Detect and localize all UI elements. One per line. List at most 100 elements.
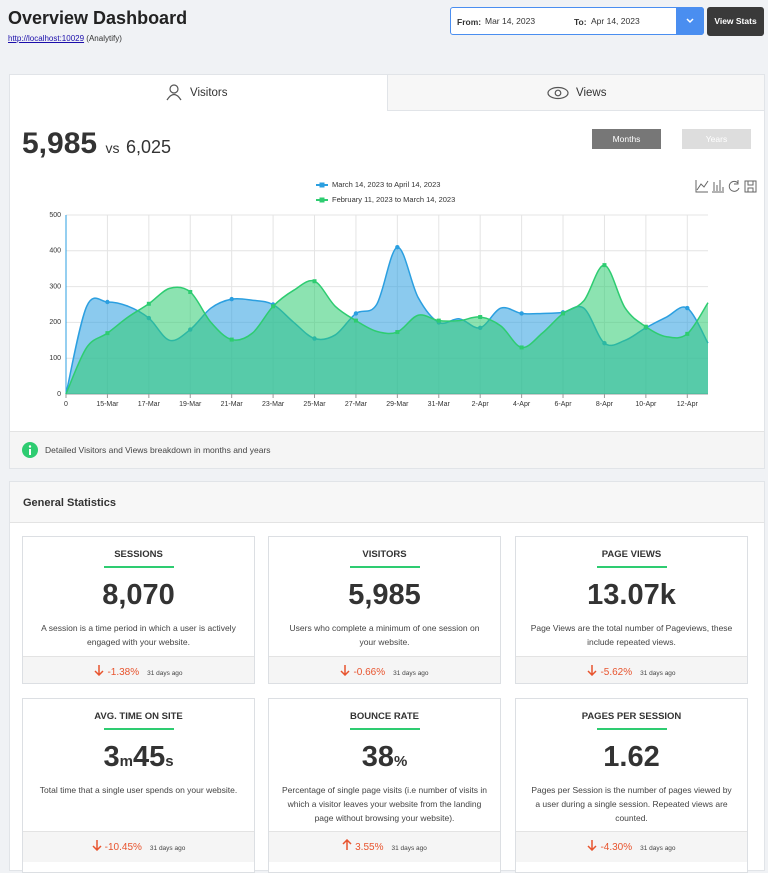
point bbox=[271, 304, 276, 309]
trend-arrow bbox=[587, 665, 597, 677]
card-value: 13.07k bbox=[516, 579, 747, 612]
summary: 5,985 vs 6,025 bbox=[22, 127, 171, 161]
date-dropdown[interactable] bbox=[676, 7, 704, 35]
card-underline bbox=[350, 566, 420, 568]
months-button[interactable]: Months bbox=[592, 129, 661, 149]
card-footer: -0.66% 31 days ago bbox=[269, 656, 500, 683]
card-underline bbox=[104, 566, 174, 568]
card-underline bbox=[597, 566, 667, 568]
card-description: Users who complete a minimum of one sess… bbox=[289, 623, 480, 647]
y-tick-label: 0 bbox=[57, 391, 61, 398]
card-footer: -4.30% 31 days ago bbox=[516, 831, 747, 862]
chart-toolbar bbox=[695, 180, 757, 193]
card-underline bbox=[597, 728, 667, 730]
stat-card: VISITORS 5,985 Users who complete a minimu… bbox=[268, 536, 501, 684]
info-bar: Detailed Visitors and Views breakdown in… bbox=[10, 431, 764, 468]
value-part: 5,985 bbox=[348, 579, 421, 611]
years-button[interactable]: Years bbox=[682, 129, 751, 149]
card-title: BOUNCE RATE bbox=[350, 711, 419, 722]
card-title: AVG. TIME ON SITE bbox=[94, 711, 183, 722]
y-tick-label: 400 bbox=[49, 248, 61, 255]
point bbox=[519, 311, 524, 316]
refresh-tool[interactable] bbox=[728, 180, 740, 192]
card-value: 8,070 bbox=[23, 579, 254, 612]
page-title: Overview Dashboard bbox=[8, 8, 188, 28]
x-tick-label: 23-Mar bbox=[262, 401, 285, 408]
x-tick-label: 6-Apr bbox=[554, 401, 572, 408]
card-change: -5.62% bbox=[600, 667, 633, 678]
value-part: 45 bbox=[132, 741, 166, 773]
site-name: (Analytify) bbox=[86, 34, 122, 43]
stat-card: SESSIONS 8,070 A session is a time period … bbox=[22, 536, 255, 684]
point bbox=[643, 324, 648, 329]
card-description: Percentage of single page visits (i.e nu… bbox=[281, 785, 488, 823]
point bbox=[395, 330, 400, 335]
card-footer: 3.55% 31 days ago bbox=[269, 831, 500, 862]
site-link[interactable]: http://localhost:10029 bbox=[8, 34, 85, 43]
chart: March 14, 2023 to April 14, 2023 February… bbox=[49, 180, 757, 408]
value-part: 38 bbox=[361, 741, 394, 773]
stat-card: PAGE VIEWS 13.07k Page Views are the total… bbox=[515, 536, 748, 684]
card-since: 31 days ago bbox=[640, 845, 676, 852]
card-description: Pages per Session is the number of pages… bbox=[531, 785, 732, 823]
to-date[interactable]: Apr 14, 2023 bbox=[591, 16, 640, 26]
card-since: 31 days ago bbox=[149, 845, 186, 852]
point bbox=[105, 331, 110, 336]
trend-arrow bbox=[340, 665, 350, 677]
value-part: s bbox=[165, 753, 174, 770]
tab-views[interactable]: Views bbox=[387, 75, 764, 111]
trend-arrow bbox=[92, 840, 102, 852]
stat-card: AVG. TIME ON SITE 3m45s Total time that a … bbox=[22, 698, 255, 873]
card-since: 31 days ago bbox=[640, 670, 676, 677]
card-since: 31 days ago bbox=[147, 670, 183, 677]
point bbox=[353, 318, 358, 323]
card-change: -4.30% bbox=[600, 842, 633, 853]
point bbox=[312, 279, 317, 284]
x-tick-label: 0 bbox=[64, 401, 68, 408]
point bbox=[229, 296, 234, 302]
card-title: SESSIONS bbox=[114, 549, 163, 560]
view-stats-button[interactable]: View Stats bbox=[707, 7, 764, 36]
point bbox=[436, 318, 441, 323]
y-tick-label: 100 bbox=[49, 355, 61, 362]
legend-label: February 11, 2023 to March 14, 2023 bbox=[332, 195, 455, 204]
from-label: From: bbox=[457, 17, 482, 27]
value-part: 1.62 bbox=[603, 741, 660, 773]
card-value: 1.62 bbox=[516, 741, 747, 774]
card-title: VISITORS bbox=[362, 549, 407, 560]
date-picker: From: Mar 14, 2023 To: Apr 14, 2023 bbox=[450, 7, 704, 35]
eye-icon bbox=[547, 86, 569, 100]
line-chart-tool[interactable] bbox=[695, 180, 709, 193]
card-change: -0.66% bbox=[353, 667, 386, 678]
point bbox=[395, 245, 400, 250]
bar-chart-tool[interactable] bbox=[712, 180, 724, 193]
point bbox=[519, 345, 524, 350]
x-tick-label: 29-Mar bbox=[386, 401, 409, 408]
tab-label: Views bbox=[576, 87, 607, 99]
point bbox=[478, 315, 483, 320]
card-description: Page Views are the total number of Pagev… bbox=[530, 623, 733, 647]
card-footer: -5.62% 31 days ago bbox=[516, 656, 747, 683]
card-title: PAGE VIEWS bbox=[601, 549, 662, 560]
x-tick-label: 2-Apr bbox=[472, 401, 490, 408]
from-date[interactable]: Mar 14, 2023 bbox=[485, 16, 536, 26]
y-tick-label: 200 bbox=[49, 319, 61, 326]
y-tick-label: 300 bbox=[49, 283, 61, 290]
card-since: 31 days ago bbox=[393, 670, 429, 677]
area bbox=[66, 265, 708, 394]
tab-visitors[interactable]: Visitors bbox=[10, 75, 387, 111]
previous-visitors: 6,025 bbox=[125, 137, 172, 157]
tab-label: Visitors bbox=[190, 87, 228, 99]
save-tool[interactable] bbox=[744, 180, 757, 193]
trend-arrow bbox=[587, 840, 597, 852]
card-change: -1.38% bbox=[107, 667, 140, 678]
point bbox=[353, 311, 359, 316]
point bbox=[105, 299, 110, 305]
x-tick-label: 15-Mar bbox=[96, 401, 119, 408]
point bbox=[602, 263, 607, 268]
stat-card: PAGES PER SESSION 1.62 Pages per Session i… bbox=[515, 698, 748, 873]
card-value: 5,985 bbox=[269, 579, 500, 612]
info-text: Detailed Visitors and Views breakdown in… bbox=[45, 445, 271, 455]
legend-swatch bbox=[319, 197, 325, 203]
